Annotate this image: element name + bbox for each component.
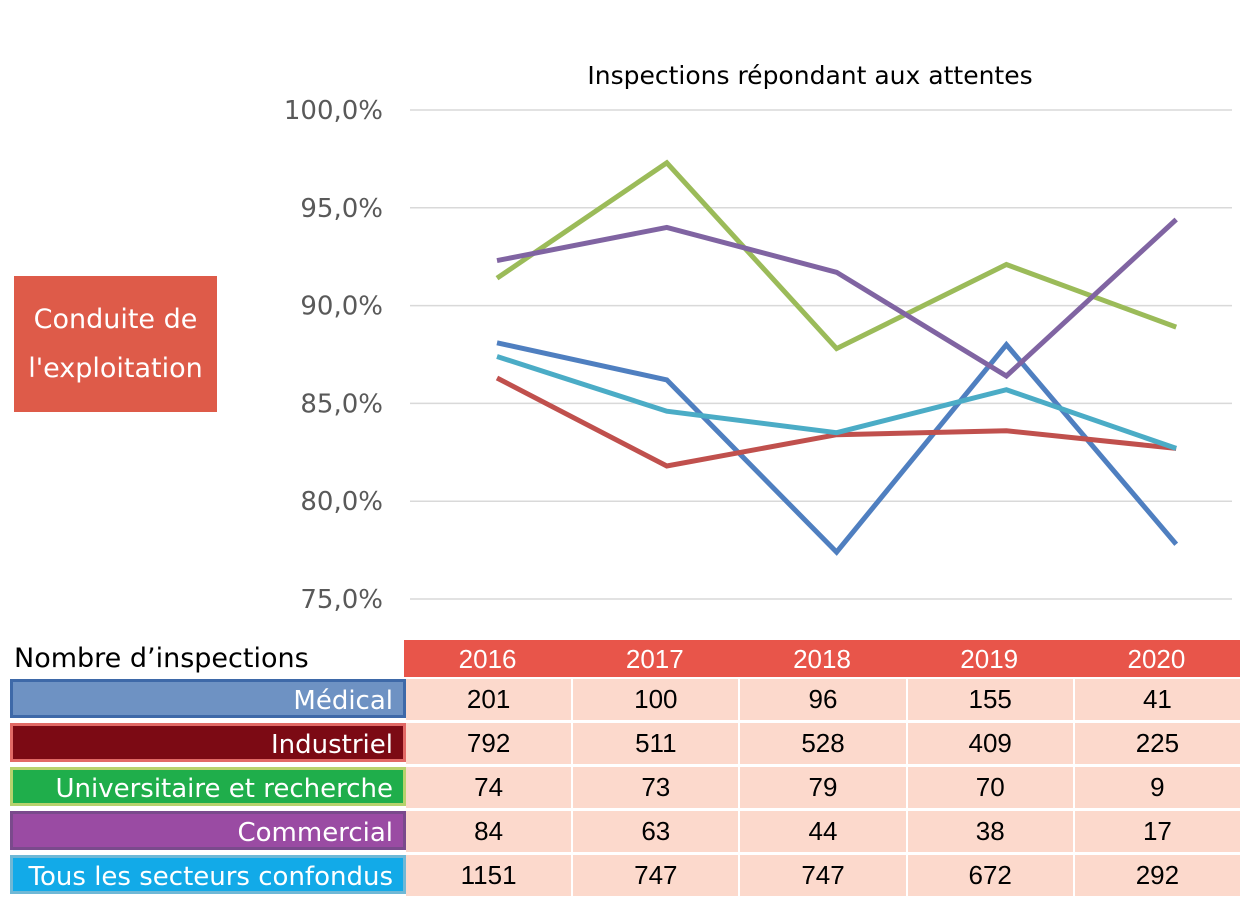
table-cell: 44 [740,811,906,852]
table-cell: 74 [406,767,572,808]
row-values: 74 73 79 70 9 [406,767,1242,810]
row-label-text: Tous les secteurs confondus [28,862,393,892]
table-cell: 225 [1074,723,1241,764]
table-cell: 70 [907,767,1073,808]
y-tick-label: 100,0% [284,96,383,126]
series-line-universitaire [495,159,1178,352]
y-tick-label: 75,0% [300,585,383,615]
row-label: Industriel [10,723,406,762]
row-label-text: Industriel [270,730,393,760]
table-cell: 201 [406,679,572,720]
table-row: Commercial 84 63 44 38 17 [10,811,1242,854]
table-row: Universitaire et recherche 74 73 79 70 9 [10,767,1242,810]
table-cell: 155 [907,679,1073,720]
series-line-tous [496,354,1178,451]
table-cell: 38 [907,811,1073,852]
chart-title: Inspections répondant aux attentes [587,61,1032,90]
table-caption: Nombre d’inspections [14,643,309,674]
category-line-2: l'exploitation [28,353,203,384]
row-label: Universitaire et recherche [10,767,406,806]
table-cell: 292 [1074,855,1241,896]
table-cell: 17 [1074,811,1241,852]
table-cell: 73 [573,767,739,808]
table-cell: 96 [740,679,906,720]
row-label-text: Universitaire et recherche [55,774,393,804]
table-cell: 84 [406,811,572,852]
table-row: Tous les secteurs confondus 1151 747 747… [10,855,1242,898]
row-values: 792 511 528 409 225 [406,723,1242,766]
line-chart: Inspections répondant aux attentes 75,0%… [284,61,1232,615]
table-row: Industriel 792 511 528 409 225 [10,723,1242,766]
year-header-cell: 2016 [458,644,517,674]
table-cell: 41 [1074,679,1241,720]
y-tick-label: 95,0% [300,194,383,224]
year-header-cell: 2017 [625,644,684,674]
row-values: 201 100 96 155 41 [406,679,1242,722]
year-header-cell: 2019 [960,644,1019,674]
row-label: Commercial [10,811,406,850]
series-line-commercial [496,217,1178,380]
table-cell: 672 [907,855,1073,896]
table-cell: 100 [573,679,739,720]
row-values: 1151 747 747 672 292 [406,855,1242,898]
row-values: 84 63 44 38 17 [406,811,1242,854]
category-box: Conduite de l'exploitation [14,276,217,412]
table-row: Médical 201 100 96 155 41 [10,679,1242,722]
table-cell: 1151 [406,855,572,896]
y-tick-label: 90,0% [300,292,383,322]
table-cell: 747 [573,855,739,896]
y-tick-label: 85,0% [300,389,383,419]
table-cell: 9 [1074,767,1241,808]
gridlines [410,109,1232,600]
series-line-medical [496,340,1179,556]
table-cell: 792 [406,723,572,764]
row-label: Tous les secteurs confondus [10,855,406,894]
series-lines [495,159,1179,556]
row-label-text: Commercial [237,818,393,848]
y-tick-label: 80,0% [300,487,383,517]
table-cell: 528 [740,723,906,764]
row-label-text: Médical [293,686,393,716]
year-header-cell: 2018 [793,644,851,674]
table-cell: 409 [907,723,1073,764]
category-line-1: Conduite de [33,304,198,335]
table-cell: 511 [573,723,739,764]
table-cell: 747 [740,855,906,896]
year-header-cell: 2020 [1127,644,1186,674]
y-axis-ticks: 75,0% 80,0% 85,0% 90,0% 95,0% 100,0% [284,96,383,615]
year-header-row: 2016 2017 2018 2019 2020 [404,640,1240,677]
row-label: Médical [10,679,406,718]
table-cell: 79 [740,767,906,808]
table-cell: 63 [573,811,739,852]
